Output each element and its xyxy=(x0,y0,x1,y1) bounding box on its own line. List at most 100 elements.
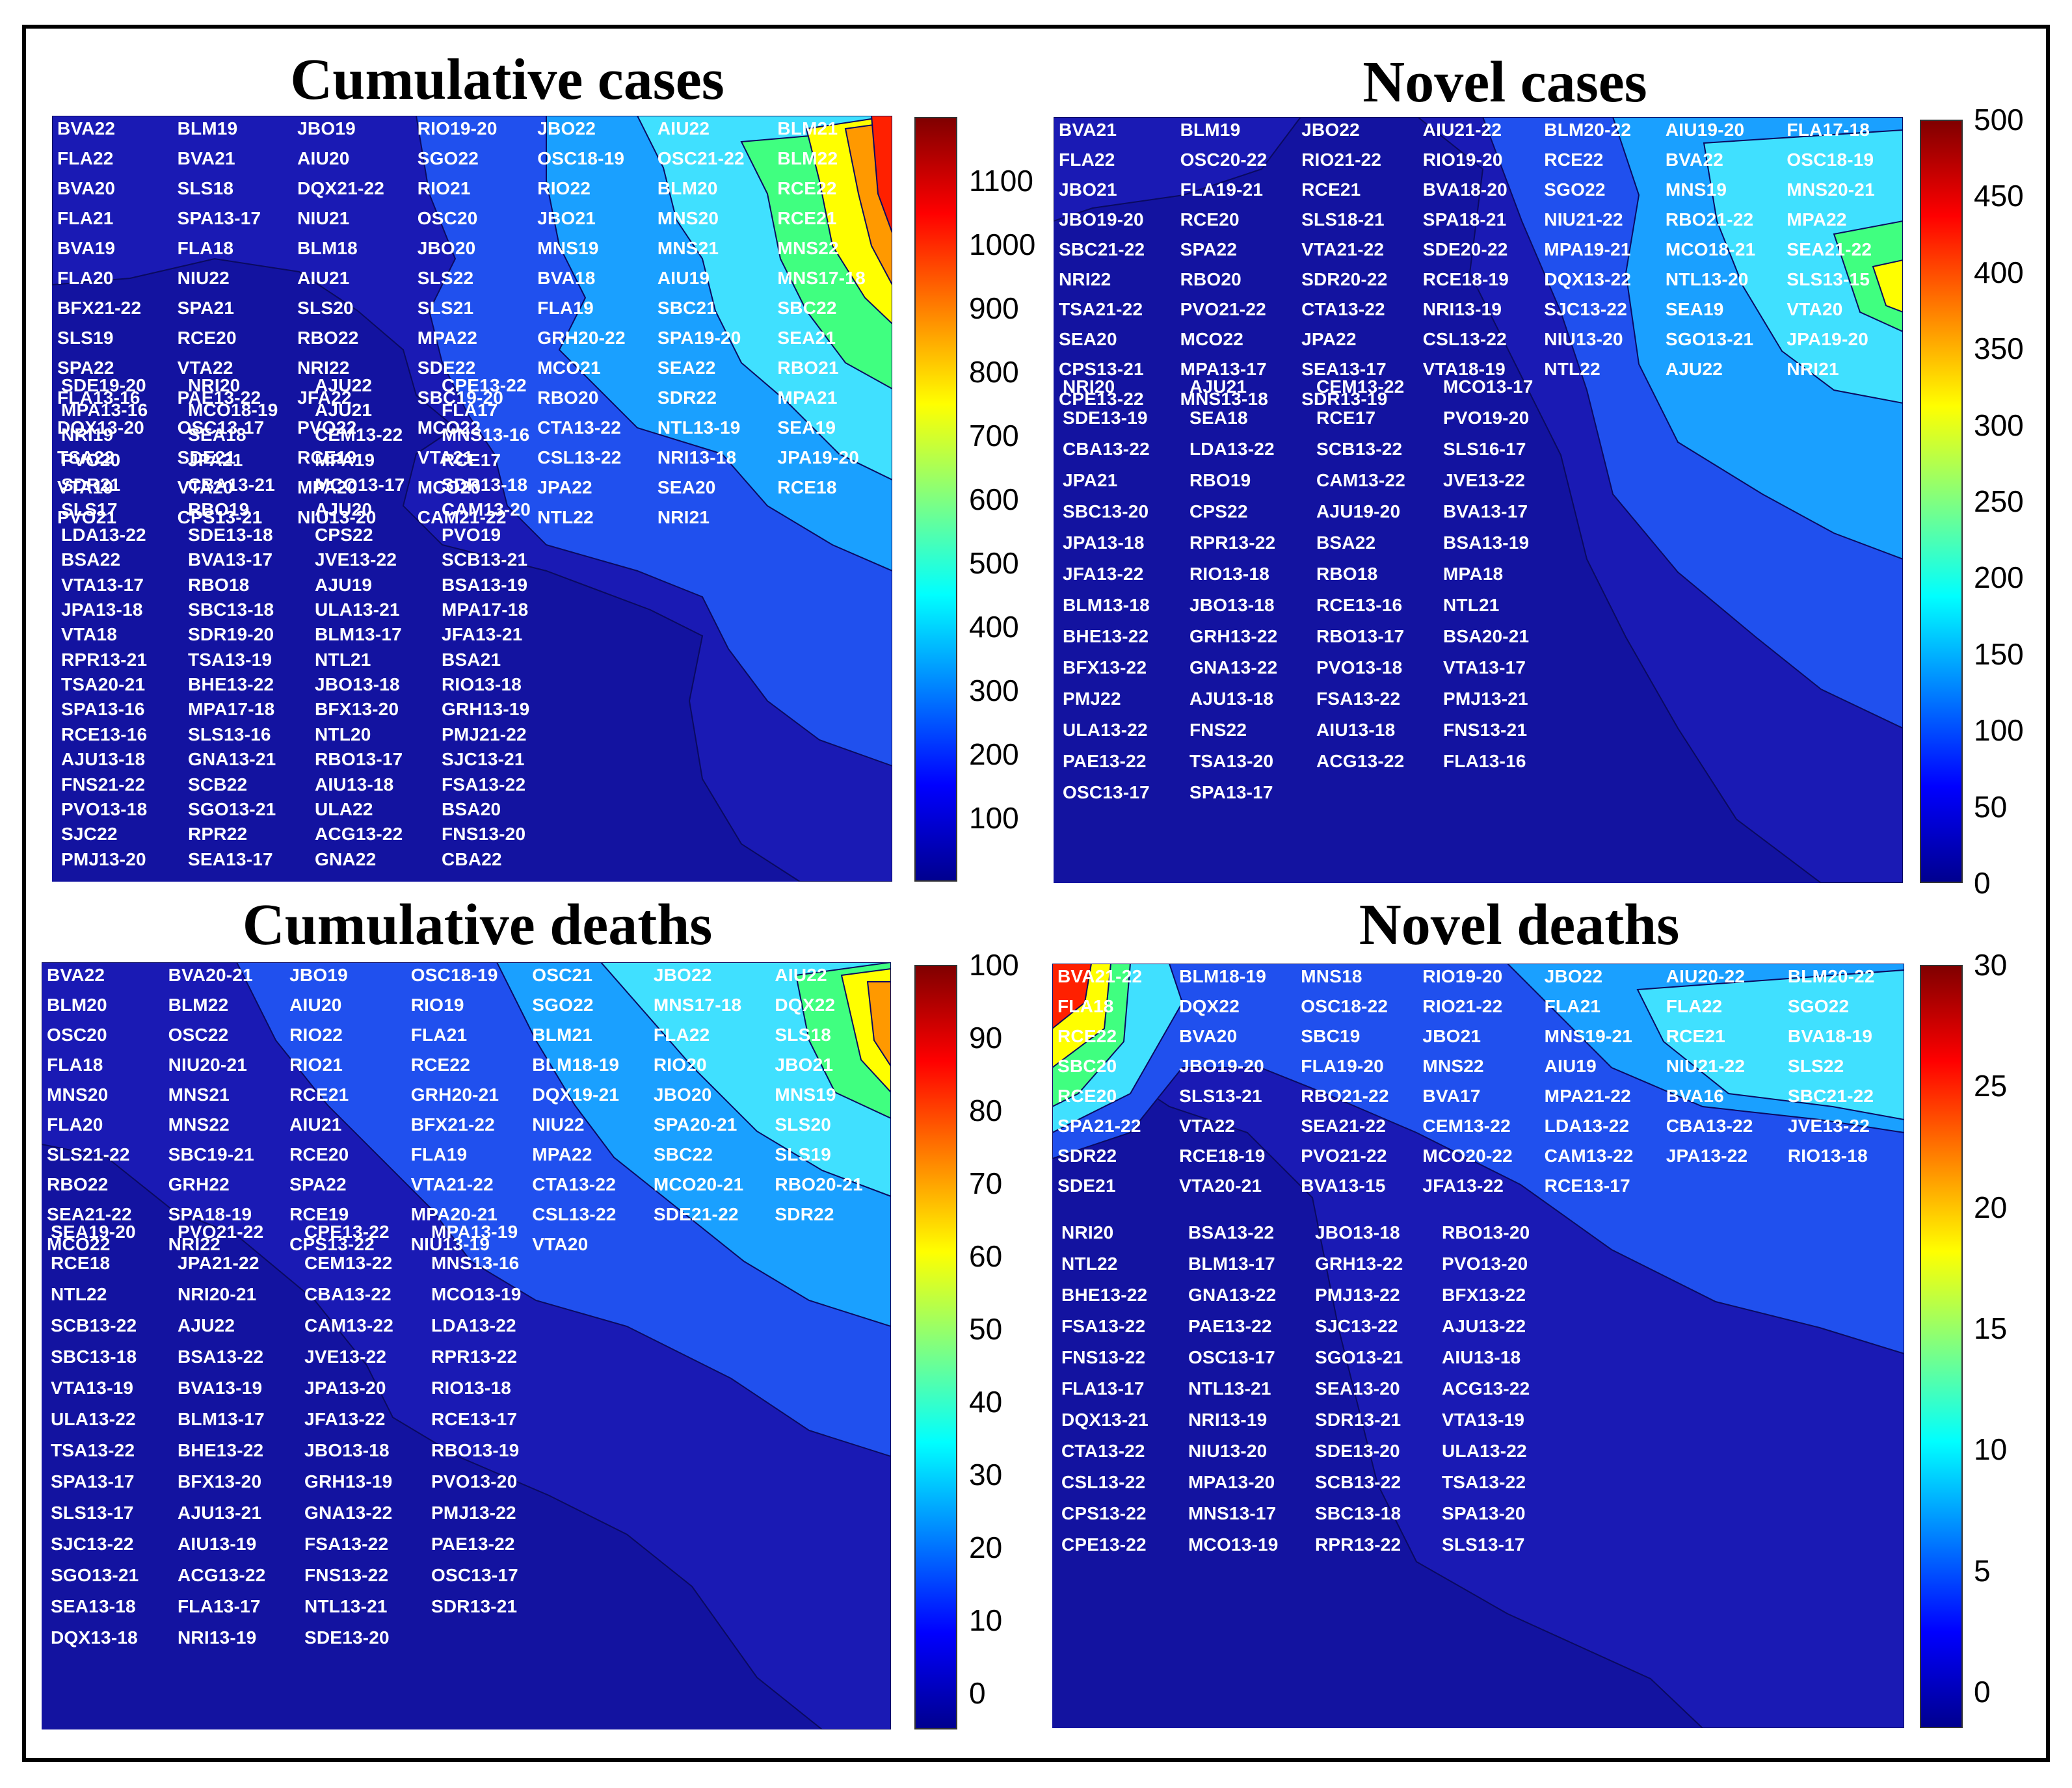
colorbar-tick-label: 500 xyxy=(969,546,1019,580)
region-label: CPE13-22 xyxy=(1059,389,1144,409)
region-label: CPE13-22 xyxy=(1061,1534,1147,1555)
region-label: RCE13-17 xyxy=(431,1409,518,1430)
region-label: RIO13-18 xyxy=(1787,1146,1868,1166)
heatmap-plot: BVA21-22 BLM18-19 MNS18 RIO19-20 JBO22 AIU20-… xyxy=(1052,964,1904,1728)
region-label: CEM13-22 xyxy=(1422,1116,1511,1136)
region-label: FLA19 xyxy=(537,298,594,318)
region-label: SEA18 xyxy=(188,425,246,445)
region-label: JVE13-22 xyxy=(1443,469,1526,490)
region-label: FNS13-20 xyxy=(442,824,526,845)
region-label: SGO13-21 xyxy=(188,798,276,819)
region-label: SLS19 xyxy=(57,328,114,348)
region-label: RPR13-22 xyxy=(431,1347,518,1367)
panel-title: Novel deaths xyxy=(1359,893,1680,957)
region-label: AIU13-18 xyxy=(315,774,394,795)
region-label: SGO22 xyxy=(417,148,479,168)
region-label: SLS13-16 xyxy=(188,724,271,744)
region-label: SGO22 xyxy=(1787,996,1850,1016)
region-label: SJC13-22 xyxy=(1544,299,1627,319)
region-label: SBC22 xyxy=(777,298,837,318)
region-label: JBO19-20 xyxy=(1059,209,1144,230)
region-label: PVO13-18 xyxy=(61,798,148,819)
region-label: SPA13-17 xyxy=(51,1471,135,1492)
region-label: SDE13-20 xyxy=(304,1627,390,1648)
region-label: JBO21 xyxy=(775,1055,834,1075)
region-label: CPS13-22 xyxy=(1061,1503,1147,1523)
region-label: FSA13-22 xyxy=(1061,1315,1146,1336)
region-label: BHE13-22 xyxy=(1061,1284,1148,1305)
region-label: NTL22 xyxy=(1544,359,1600,379)
region-label: CPS22 xyxy=(1189,501,1248,521)
region-label: AIU19 xyxy=(1544,1056,1597,1076)
region-label: SPA22 xyxy=(57,358,114,378)
region-label: SDE19-20 xyxy=(61,375,146,395)
region-label: AJU22 xyxy=(178,1315,235,1336)
colorbar-tick-label: 200 xyxy=(1974,560,2024,595)
region-label: SDR13-21 xyxy=(431,1596,518,1617)
contour-layer xyxy=(1052,964,1904,1728)
panel-title: Novel cases xyxy=(1362,50,1647,114)
region-label: SLS22 xyxy=(1787,1056,1844,1076)
region-label: PAE13-22 xyxy=(1188,1315,1272,1336)
region-label: GRH13-22 xyxy=(1189,625,1278,646)
colorbar-tick-label: 300 xyxy=(1974,408,2024,442)
region-label: TSA21-22 xyxy=(1059,299,1143,319)
region-label: MCO22 xyxy=(47,1234,111,1254)
region-label: NTL21 xyxy=(1443,594,1500,615)
region-label: ACG13-22 xyxy=(1316,750,1405,771)
region-label: SEA19 xyxy=(777,417,836,438)
contour-region xyxy=(1636,969,1904,1121)
region-label: BSA20 xyxy=(442,798,501,819)
region-label: SEA18 xyxy=(1189,407,1248,428)
region-label: BSA22 xyxy=(1316,532,1376,553)
region-label: CBA22 xyxy=(442,848,502,869)
region-label: SDR22 xyxy=(1057,1146,1117,1166)
region-label: VTA13-19 xyxy=(51,1378,134,1399)
region-label: FLA22 xyxy=(1666,996,1723,1016)
region-label: RIO19-20 xyxy=(417,118,498,138)
region-label: VTA20 xyxy=(177,477,233,497)
region-label: DQX21-22 xyxy=(297,178,385,198)
colorbar-tick-label: 90 xyxy=(969,1021,1003,1055)
region-label: BLM19 xyxy=(1180,120,1241,140)
region-label: SEA21-22 xyxy=(1786,239,1872,259)
region-label: RCE22 xyxy=(1544,150,1604,170)
region-label: JFA13-21 xyxy=(442,624,523,645)
contour-region xyxy=(866,981,891,1068)
region-label: BVA21 xyxy=(177,148,235,168)
region-label: SGO13-21 xyxy=(1315,1347,1403,1367)
region-label: GNA13-22 xyxy=(1188,1284,1277,1305)
region-label: FLA20 xyxy=(57,268,114,288)
region-label: JPA13-18 xyxy=(61,599,143,620)
region-label: TSA13-22 xyxy=(1442,1471,1526,1492)
region-label: NIU13-20 xyxy=(297,507,377,527)
region-label: FNS13-21 xyxy=(1443,719,1528,740)
region-label: RBO13-17 xyxy=(315,749,403,770)
region-label: SLS21-22 xyxy=(47,1144,130,1164)
region-label: OSC18-22 xyxy=(1301,996,1388,1016)
region-label: NIU22 xyxy=(532,1114,585,1135)
region-label: RIO20 xyxy=(653,1055,707,1075)
region-label: PMJ22 xyxy=(1063,688,1121,709)
region-label: SBC13-18 xyxy=(188,599,274,620)
region-label: BVA20 xyxy=(1179,1026,1238,1046)
region-label: FNS13-22 xyxy=(304,1565,389,1586)
region-label: PAE13-22 xyxy=(1063,750,1147,771)
region-label: BFX13-20 xyxy=(315,699,399,720)
colorbar-tick-label: 50 xyxy=(1974,789,2008,824)
region-label: RIO21 xyxy=(289,1055,343,1075)
region-label: MCO18-19 xyxy=(188,399,278,420)
region-label: OSC13-17 xyxy=(1063,782,1150,802)
region-label: BVA18-19 xyxy=(1787,1026,1873,1046)
region-label: OSC13-17 xyxy=(177,417,265,438)
contour-region xyxy=(1054,117,1302,222)
region-label: SDE22 xyxy=(417,358,476,378)
region-label: RBO20 xyxy=(537,388,599,408)
region-label: JFA13-22 xyxy=(1422,1176,1504,1196)
region-label: JBO22 xyxy=(1301,120,1360,140)
region-label: RCE21 xyxy=(777,208,837,228)
region-label: NRI13-19 xyxy=(178,1627,257,1648)
region-label: SPA22 xyxy=(289,1174,347,1194)
colorbar-tick-label: 400 xyxy=(1974,255,2024,289)
region-label: MNS19 xyxy=(1665,179,1727,200)
